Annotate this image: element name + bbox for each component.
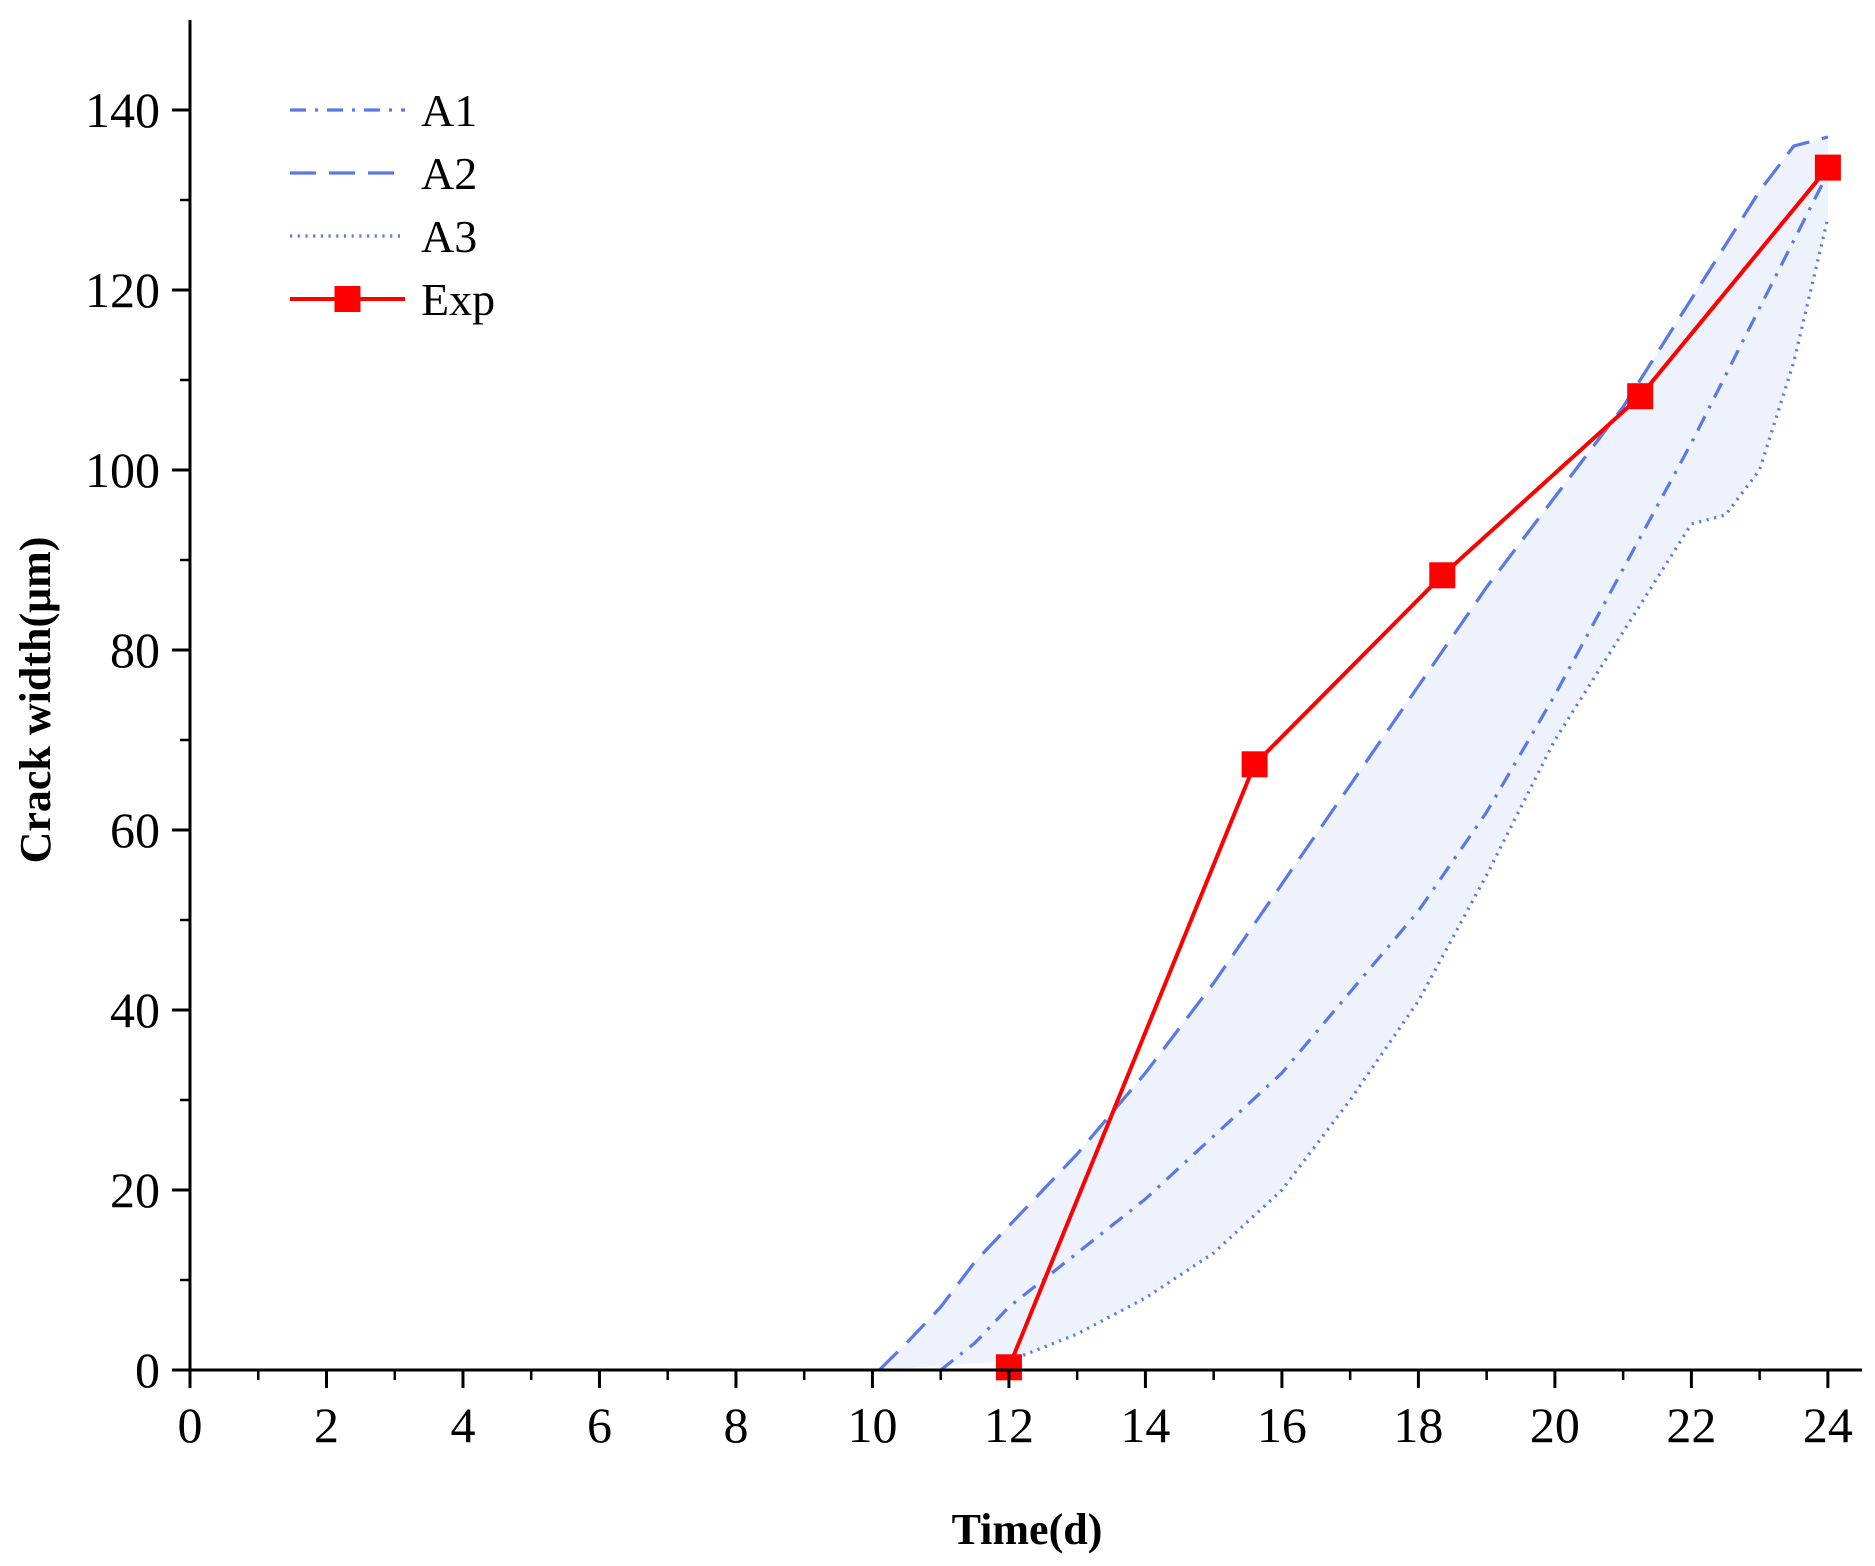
x-tick-label: 8 xyxy=(723,1397,748,1453)
y-tick-label: 20 xyxy=(110,1162,160,1218)
data-point-exp xyxy=(1429,562,1456,589)
y-tick-label: 140 xyxy=(85,82,160,138)
shaded-band-layer xyxy=(879,137,1828,1370)
legend-label-a3: A3 xyxy=(421,211,477,262)
legend-marker-exp xyxy=(334,286,361,312)
legend-label-exp: Exp xyxy=(421,274,495,325)
data-point-exp xyxy=(1627,383,1654,410)
x-tick-label: 24 xyxy=(1803,1397,1853,1453)
y-tick-label: 100 xyxy=(85,442,160,498)
series-a2 xyxy=(878,135,1829,1372)
x-tick-label: 14 xyxy=(1120,1397,1170,1453)
y-tick-label: 80 xyxy=(110,622,160,678)
data-point-exp xyxy=(1814,154,1841,181)
x-tick-label: 2 xyxy=(314,1397,339,1453)
x-tick-label: 20 xyxy=(1530,1397,1580,1453)
x-tick-label: 6 xyxy=(587,1397,612,1453)
series-line-a1 xyxy=(939,172,1830,1372)
series-line-a3 xyxy=(1008,217,1830,1363)
shaded-band xyxy=(879,137,1828,1370)
x-tick-label: 18 xyxy=(1393,1397,1443,1453)
y-tick-label: 120 xyxy=(85,262,160,318)
legend: A1 A2 A3 Exp xyxy=(290,85,495,325)
x-tick-label: 10 xyxy=(847,1397,897,1453)
series-a1 xyxy=(939,172,1830,1372)
data-point-exp xyxy=(1241,751,1268,778)
x-tick-label: 16 xyxy=(1257,1397,1307,1453)
y-tick-label: 0 xyxy=(135,1342,160,1398)
series-line-a2 xyxy=(878,135,1829,1372)
x-tick-label: 0 xyxy=(178,1397,203,1453)
series-exp xyxy=(995,154,1841,1381)
x-tick-label: 12 xyxy=(984,1397,1034,1453)
y-tick-label: 60 xyxy=(110,802,160,858)
legend-label-a1: A1 xyxy=(421,85,477,136)
legend-label-a2: A2 xyxy=(421,148,477,199)
x-tick-label: 22 xyxy=(1666,1397,1716,1453)
x-tick-label: 4 xyxy=(450,1397,475,1453)
series-layer xyxy=(878,135,1841,1381)
y-tick-label: 40 xyxy=(110,982,160,1038)
series-a3 xyxy=(1008,217,1830,1363)
y-axis-title: Crack width(μm) xyxy=(11,537,60,864)
x-axis-title: Time(d) xyxy=(952,1505,1103,1554)
